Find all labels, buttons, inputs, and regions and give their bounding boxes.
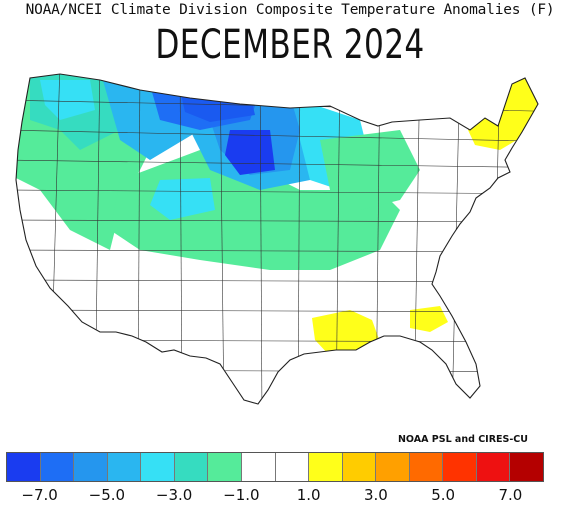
- legend-swatch-1: [40, 453, 75, 481]
- legend-swatch-6: [208, 453, 242, 481]
- legend-tick-label: 3.0: [363, 486, 388, 504]
- legend-tick-label: 1.0: [296, 486, 321, 504]
- legend-swatch-10: [342, 453, 377, 481]
- legend-swatch-0: [7, 453, 41, 481]
- legend-swatch-8: [275, 453, 310, 481]
- map-month-title: DECEMBER 2024: [155, 22, 425, 68]
- legend-swatch-14: [476, 453, 511, 481]
- legend-tick-label: 7.0: [498, 486, 523, 504]
- legend-swatch-3: [107, 453, 142, 481]
- legend-swatch-11: [376, 453, 410, 481]
- legend-tick-label: −3.0: [155, 486, 193, 504]
- legend-swatch-2: [74, 453, 108, 481]
- map-title: NOAA/NCEI Climate Division Composite Tem…: [25, 2, 555, 18]
- color-legend-labels: −7.0 −5.0 −3.0 −1.0 1.0 3.0 5.0 7.0: [0, 486, 580, 506]
- legend-tick-label: 5.0: [431, 486, 456, 504]
- legend-swatch-15: [510, 453, 543, 481]
- color-legend-bar: [6, 452, 544, 482]
- map-svg: [15, 73, 539, 405]
- legend-tick-label: −5.0: [88, 486, 126, 504]
- us-anomaly-map: [0, 60, 580, 420]
- legend-swatch-13: [443, 453, 477, 481]
- legend-tick-label: −7.0: [21, 486, 58, 504]
- legend-swatch-4: [141, 453, 175, 481]
- legend-swatch-7: [241, 453, 276, 481]
- legend-swatch-5: [174, 453, 209, 481]
- legend-swatch-12: [409, 453, 444, 481]
- legend-tick-label: −1.0: [223, 486, 260, 504]
- legend-swatch-9: [309, 453, 343, 481]
- data-credit: NOAA PSL and CIRES-CU: [397, 434, 528, 445]
